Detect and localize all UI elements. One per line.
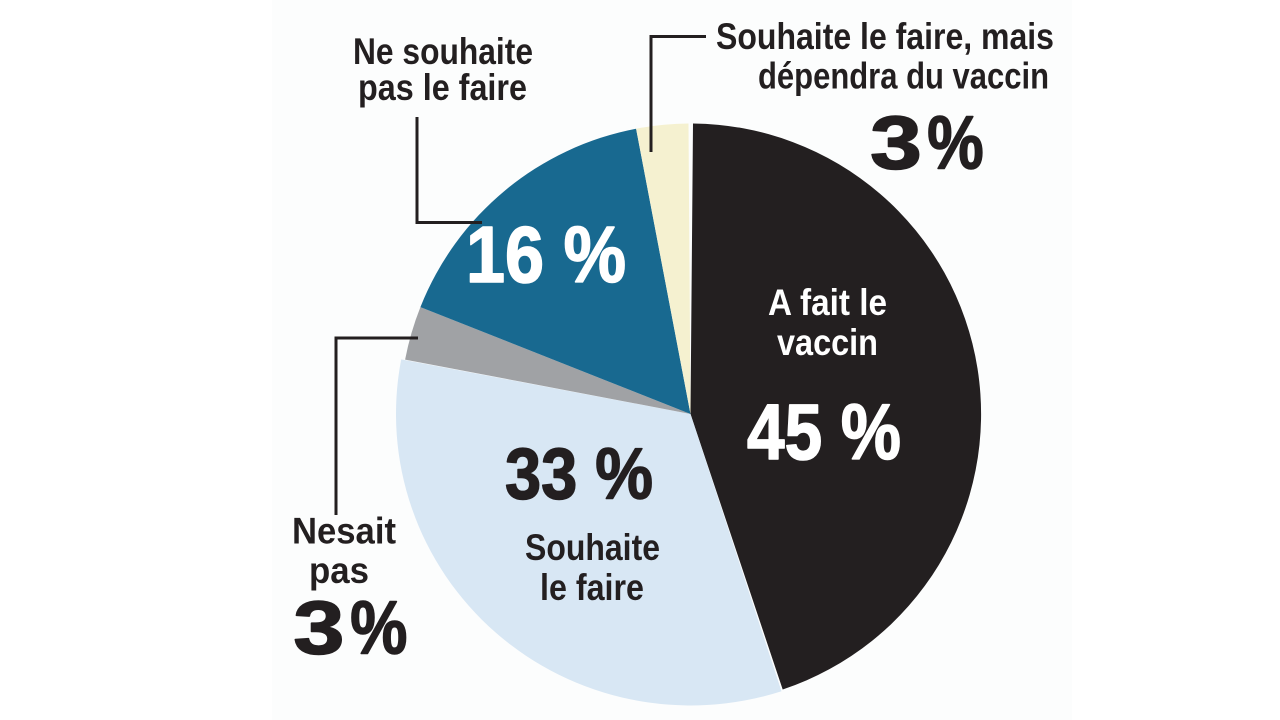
svg-text:dépendra du vaccin: dépendra du vaccin bbox=[758, 56, 1049, 97]
svg-text:3: 3 bbox=[293, 586, 344, 670]
svg-text:%: % bbox=[927, 101, 983, 185]
svg-text:le faire: le faire bbox=[540, 567, 644, 608]
svg-text:16 %: 16 % bbox=[466, 210, 626, 299]
svg-text:vaccin: vaccin bbox=[777, 322, 878, 363]
svg-text:3: 3 bbox=[870, 101, 922, 185]
svg-text:45 %: 45 % bbox=[747, 387, 901, 476]
svg-text:Ne souhaite: Ne souhaite bbox=[353, 31, 533, 72]
svg-text:pas le faire: pas le faire bbox=[358, 67, 527, 108]
svg-text:pas: pas bbox=[309, 550, 369, 591]
svg-text:Nesait: Nesait bbox=[292, 511, 396, 552]
svg-text:Souhaite: Souhaite bbox=[525, 527, 660, 568]
svg-text:%: % bbox=[350, 586, 407, 670]
svg-text:Souhaite le faire, mais: Souhaite le faire, mais bbox=[716, 16, 1054, 57]
svg-text:33 %: 33 % bbox=[505, 435, 653, 515]
svg-text:A fait le: A fait le bbox=[768, 282, 887, 323]
